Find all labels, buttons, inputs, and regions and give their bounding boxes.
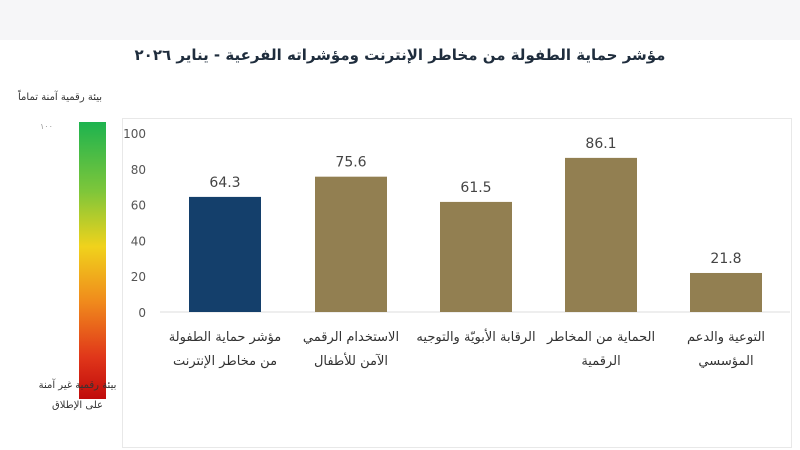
legend-max-value: ١٠٠	[40, 122, 53, 131]
y-tick-label: 100	[123, 127, 146, 141]
data-label: 21.8	[710, 251, 741, 267]
y-tick-label: 60	[131, 199, 146, 213]
chart-title: مؤشر حماية الطفولة من مخاطر الإنترنت ومؤ…	[134, 46, 666, 64]
bar	[440, 201, 512, 312]
safety-gradient-bar	[79, 122, 106, 399]
x-tick-label: مؤشر حماية الطفولة من مخاطر الإنترنت	[168, 330, 282, 369]
y-tick-label: 0	[138, 306, 146, 320]
y-tick-label: 40	[131, 234, 146, 248]
x-tick-label: الحماية من المخاطر الرقمية	[546, 330, 656, 369]
legend-top-label: بيئة رقمية آمنة تماماً	[18, 92, 103, 103]
data-label: 61.5	[460, 180, 491, 196]
x-tick-label: الرقابة الأبويّة والتوجيه	[416, 330, 536, 345]
bar	[189, 196, 261, 312]
top-band	[0, 0, 800, 40]
x-tick-label: التوعية والدعم المؤسسي	[686, 330, 766, 369]
y-tick-label: 80	[131, 163, 146, 177]
bar	[690, 272, 762, 312]
data-label: 64.3	[209, 175, 240, 191]
y-tick-label: 20	[131, 270, 146, 284]
bar	[315, 176, 387, 312]
bar	[565, 157, 637, 312]
x-tick-label: الاستخدام الرقمي الآمن للأطفال	[302, 330, 400, 369]
legend-bottom-label: بيئة رقمية غير آمنة على الإطلاق	[38, 380, 117, 411]
data-label: 75.6	[335, 155, 366, 171]
data-label: 86.1	[585, 136, 616, 152]
chart-frame	[122, 118, 792, 448]
